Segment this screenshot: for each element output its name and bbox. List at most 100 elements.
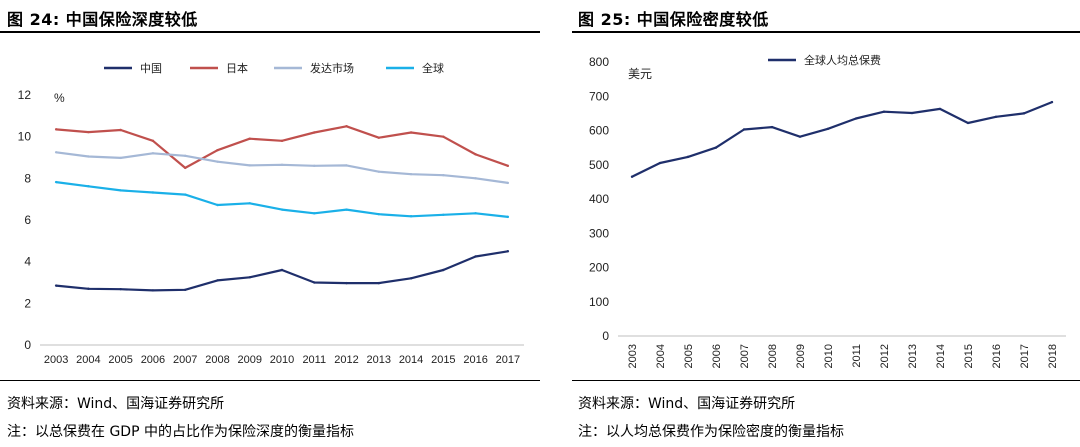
- data-point: [409, 215, 413, 218]
- data-point: [313, 281, 316, 284]
- x-tick-label: 2018: [1047, 344, 1059, 368]
- legend-label: 中国: [140, 62, 162, 75]
- x-tick-label: 2012: [334, 354, 358, 366]
- data-point: [966, 121, 970, 125]
- footnote: 注：以总保费在 GDP 中的占比作为保险深度的衡量指标: [7, 424, 354, 440]
- y-tick-label: 4: [24, 255, 31, 269]
- data-point: [474, 255, 477, 258]
- figure-24-panel: 图 24: 中国保险深度较低 0 2 4 6 8 10 12 2003 2004 2005 2006…: [0, 10, 540, 440]
- y-tick-label: 500: [589, 158, 609, 172]
- data-point: [54, 284, 58, 287]
- insurance-depth-chart: 0 2 4 6 8 10 12 2003 2004 2005 2006 2007 2008 2009 201…: [18, 61, 524, 366]
- y-tick-label: 700: [589, 89, 609, 103]
- data-point: [280, 268, 284, 272]
- data-point: [280, 208, 284, 211]
- data-point: [87, 185, 90, 188]
- data-point: [216, 279, 219, 282]
- data-point: [345, 208, 348, 211]
- x-tick-label: 2011: [851, 344, 863, 368]
- legend-label: 发达市场: [310, 61, 354, 75]
- data-point: [506, 181, 510, 185]
- x-tick-label: 2004: [76, 354, 100, 366]
- data-point: [184, 288, 187, 291]
- x-tick-label: 2015: [963, 344, 975, 368]
- x-tick-label: 2016: [991, 344, 1003, 368]
- x-tick-label: 2007: [739, 344, 751, 368]
- y-tick-label: 8: [24, 171, 31, 185]
- data-point: [798, 135, 802, 138]
- y-tick-label: 6: [24, 213, 31, 227]
- series-line-1: [631, 101, 1053, 178]
- data-point: [54, 128, 58, 131]
- x-tick-label: 2003: [44, 354, 68, 366]
- data-point: [409, 172, 413, 176]
- data-point: [248, 137, 251, 140]
- data-point: [714, 146, 718, 149]
- data-point: [313, 164, 316, 168]
- data-point: [742, 128, 746, 131]
- title-rule: [572, 31, 1080, 33]
- y-unit-label: %: [54, 91, 65, 105]
- data-point: [377, 170, 380, 173]
- data-point: [1022, 112, 1026, 115]
- y-tick-label: 0: [602, 329, 609, 343]
- data-point: [770, 125, 774, 129]
- x-tick-label: 2013: [907, 344, 919, 368]
- data-point: [506, 250, 510, 253]
- y-tick-label: 600: [589, 124, 609, 138]
- title-rule: [0, 31, 540, 33]
- x-tick-label: 2014: [935, 344, 947, 368]
- figure-title: 图 24: 中国保险深度较低: [7, 10, 198, 29]
- data-point: [151, 191, 155, 194]
- data-point: [506, 215, 510, 219]
- legend-label: 全球人均总保费: [804, 53, 881, 67]
- data-point: [184, 193, 187, 196]
- data-point: [87, 130, 90, 134]
- data-point: [54, 180, 58, 184]
- source-note: 资料来源：Wind、国海证券研究所: [578, 396, 796, 412]
- x-tick-label: 2006: [711, 344, 723, 368]
- data-point: [442, 268, 445, 272]
- x-tick-label: 2003: [627, 344, 639, 368]
- legend-label: 全球: [422, 61, 444, 75]
- data-point: [854, 117, 858, 120]
- data-point: [442, 174, 445, 177]
- x-tick-label: 2012: [879, 344, 891, 368]
- data-point: [882, 110, 886, 113]
- x-tick-label: 2010: [270, 354, 294, 366]
- series-line-2: [56, 125, 509, 169]
- x-tick-label: 2007: [173, 354, 197, 366]
- y-unit-label: 美元: [628, 67, 652, 81]
- data-point: [474, 177, 477, 180]
- data-point: [409, 131, 413, 134]
- data-point: [119, 189, 122, 192]
- data-point: [377, 212, 380, 216]
- y-tick-label: 800: [589, 55, 609, 69]
- data-point: [377, 136, 380, 139]
- data-point: [119, 287, 122, 291]
- data-point: [151, 139, 155, 143]
- data-point: [938, 107, 942, 111]
- y-tick-label: 0: [24, 338, 31, 352]
- data-point: [658, 161, 662, 165]
- y-tick-label: 200: [589, 261, 609, 275]
- data-point: [1050, 100, 1054, 104]
- data-point: [151, 152, 155, 155]
- x-tick-label: 2006: [141, 354, 165, 366]
- series-line-4: [55, 181, 509, 218]
- data-point: [345, 125, 348, 128]
- figure-title: 图 25: 中国保险密度较低: [578, 10, 769, 29]
- data-point: [184, 154, 187, 158]
- data-point: [826, 127, 830, 130]
- x-tick-label: 2009: [237, 354, 261, 366]
- data-point: [474, 153, 477, 156]
- x-tick-label: 2008: [767, 344, 779, 368]
- x-tick-label: 2010: [823, 344, 835, 368]
- data-point: [506, 164, 510, 168]
- series-line-3: [55, 151, 509, 184]
- insurance-density-chart: 0 100 200 300 400 500 600 700 800 2003 2004 2005 200…: [589, 53, 1066, 368]
- data-point: [442, 213, 445, 216]
- x-tick-label: 2016: [463, 354, 487, 366]
- x-tick-label: 2008: [205, 354, 229, 366]
- data-point: [184, 166, 187, 170]
